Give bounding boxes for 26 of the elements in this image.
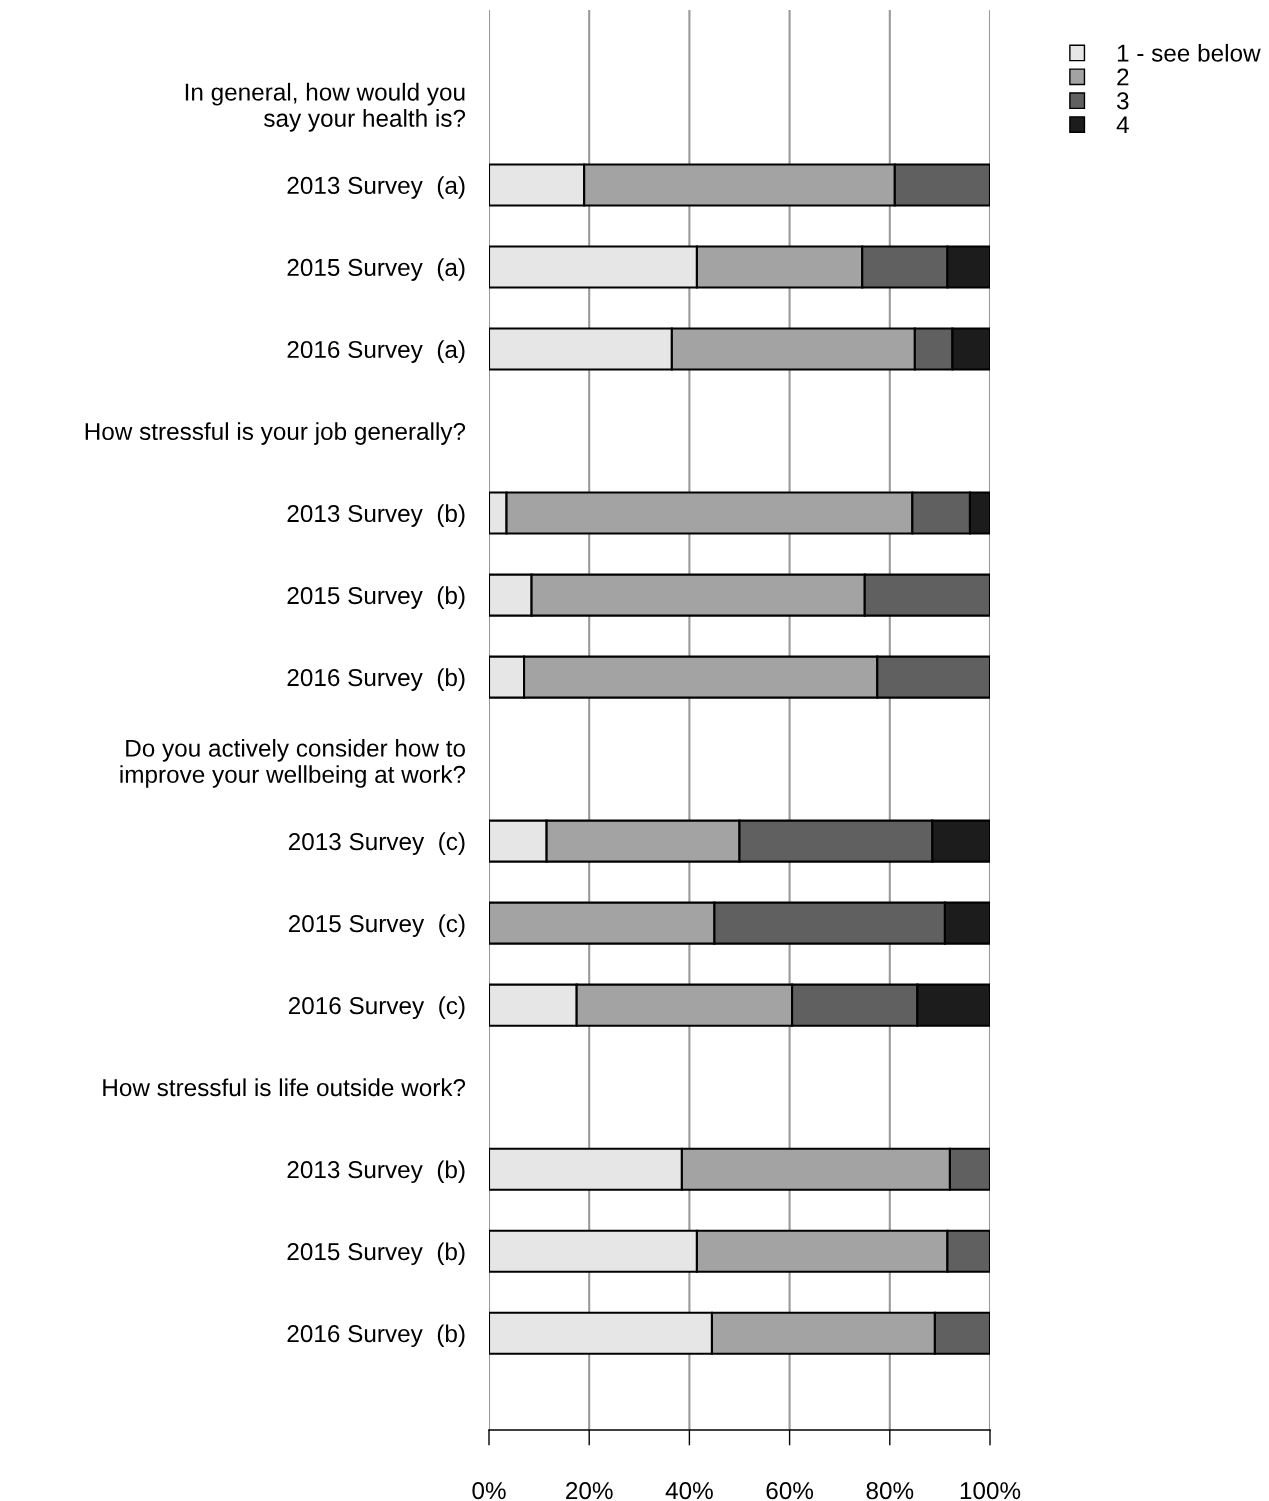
x-tick-label: 80% [866,1482,914,1500]
y-tick-label: 2013 Survey (c) [288,832,465,855]
y-tick-label: 2016 Survey (c) [288,996,465,1020]
y-tick-label: 2015 Survey (c) [288,914,465,937]
y-tick-label: Do you actively consider how to improve your wellbeing at work? [120,738,466,788]
y-tick-label: 2016 Survey (a) [287,340,465,363]
x-tick-label: 40% [665,1482,713,1500]
legend-label: 1 - see below [1117,43,1261,62]
x-tick-label: 0% [472,1482,506,1500]
x-tick-label: 20% [566,1482,613,1500]
legend-label: 2 [1117,68,1129,86]
y-tick-label: 2015 Survey (a) [287,258,465,281]
y-tick-label: 2015 Survey (b) [287,586,465,609]
x-tick-label: 100% [960,1482,1021,1500]
y-tick-label: 2013 Survey (b) [287,504,465,527]
y-tick-label: 2015 Survey (b) [287,1242,465,1266]
y-tick-label: In general, how would you say your health is? [185,82,466,132]
y-tick-label: How stressful is your job generally? [85,422,466,445]
y-tick-label: 2016 Survey (b) [287,668,465,691]
y-tick-label: 2013 Survey (a) [287,176,465,199]
y-tick-label: 2013 Survey (b) [287,1160,465,1184]
x-tick-label: 60% [766,1482,814,1500]
y-tick-label: 2016 Survey (b) [287,1324,465,1348]
legend-label: 4 [1116,116,1129,134]
legend-label: 3 [1116,92,1129,110]
y-tick-label: How stressful is life outside work? [103,1078,466,1097]
